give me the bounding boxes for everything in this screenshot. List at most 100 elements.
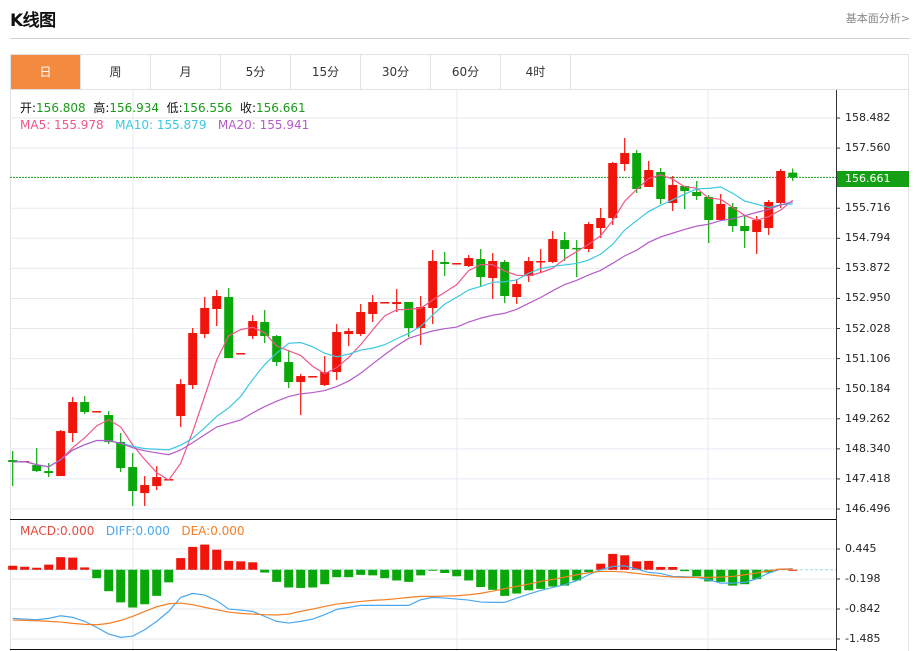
tab-60min[interactable]: 60分 — [431, 55, 501, 89]
price-tick-label: 147.418 — [845, 471, 891, 485]
tab-5min[interactable]: 5分 — [221, 55, 291, 89]
candle-body — [344, 331, 354, 335]
candle-body — [692, 192, 702, 196]
tab-month[interactable]: 月 — [151, 55, 221, 89]
ma10-line — [12, 186, 793, 468]
ma10-legend: MA10: 155.879 — [115, 118, 207, 132]
macd-bar — [512, 569, 522, 594]
candle-body — [44, 471, 54, 474]
candle-body — [260, 322, 270, 337]
candle-body — [140, 485, 150, 494]
price-tick-label: 157.560 — [845, 141, 891, 155]
ma5-legend: MA5: 155.978 — [20, 118, 104, 132]
price-tick-label: 148.340 — [845, 441, 891, 455]
macd-tick-label: 0.445 — [845, 542, 877, 555]
macd-bar — [140, 569, 150, 605]
candle-body — [776, 171, 786, 204]
macd-bar — [200, 544, 210, 570]
tab-15min[interactable]: 15分 — [291, 55, 361, 89]
macd-bar — [692, 569, 702, 577]
macd-bar — [92, 569, 102, 579]
macd-bar — [416, 569, 426, 576]
price-tick-label: 154.794 — [845, 231, 891, 245]
tab-30min[interactable]: 30分 — [361, 55, 431, 89]
candle-body — [308, 376, 318, 378]
price-tick-label: 152.950 — [845, 291, 891, 305]
fundamental-analysis-link[interactable]: 基本面分析> — [845, 12, 910, 25]
candle-body — [416, 307, 426, 329]
macd-bar — [20, 566, 30, 570]
macd-bar — [188, 546, 198, 570]
candle-body — [524, 261, 534, 277]
macd-bar — [476, 569, 486, 588]
header-divider — [10, 38, 910, 39]
macd-bar — [608, 553, 618, 570]
macd-bar — [260, 569, 270, 573]
price-tick-label: 155.716 — [845, 201, 891, 215]
dea-legend-value: DEA:0.000 — [181, 524, 245, 538]
candle-body — [452, 263, 462, 265]
macd-bar — [68, 557, 78, 570]
ma20-line — [12, 201, 793, 468]
candle-body — [632, 153, 642, 190]
candle-body — [68, 402, 78, 434]
candle-body — [656, 172, 666, 199]
macd-bar — [548, 569, 558, 587]
tab-day[interactable]: 日 — [11, 55, 81, 89]
macd-bar — [656, 566, 666, 570]
macd-bar — [428, 569, 438, 571]
macd-bar — [716, 569, 726, 582]
high-label: 高: — [93, 101, 110, 115]
candle-body — [236, 353, 246, 355]
macd-bar — [8, 565, 18, 570]
candle-body — [560, 240, 570, 250]
macd-bar — [32, 567, 42, 570]
low-label: 低: — [166, 101, 183, 115]
close-label: 收: — [239, 101, 256, 115]
macd-bar — [788, 569, 798, 571]
candle-body — [488, 261, 498, 279]
candle-body — [368, 302, 378, 315]
candle-body — [128, 467, 138, 492]
candle-body — [320, 372, 330, 386]
candle-body — [176, 384, 186, 417]
candle-body — [596, 218, 606, 229]
macd-bar — [752, 569, 762, 580]
candle-body — [56, 431, 66, 477]
macd-bar — [236, 561, 246, 570]
ohlc-legend: 开:156.808 高:156.934 低:156.556 收:156.661 — [20, 99, 306, 116]
candle-body — [116, 442, 126, 469]
candle-body — [284, 362, 294, 383]
macd-bar — [680, 569, 690, 572]
macd-bar — [248, 562, 258, 570]
candle-body — [788, 172, 798, 178]
period-tabs: 日 周 月 5分 15分 30分 60分 4时 — [10, 54, 909, 89]
price-tick-label: 146.496 — [845, 502, 891, 515]
high-value: 156.934 — [109, 101, 159, 115]
candle-body — [356, 312, 366, 335]
candle-body — [680, 186, 690, 192]
candle-body — [392, 302, 402, 305]
macd-bar — [704, 569, 714, 582]
macd-bar — [368, 569, 378, 576]
candle-body — [512, 284, 522, 298]
tab-4hour[interactable]: 4时 — [501, 55, 571, 89]
candle-body — [500, 262, 510, 297]
candle-body — [752, 220, 762, 233]
macd-bar — [212, 549, 222, 570]
close-value: 156.661 — [255, 101, 306, 115]
price-tick-label: 151.106 — [845, 351, 891, 365]
low-value: 156.556 — [182, 101, 233, 115]
tab-week[interactable]: 周 — [81, 55, 151, 89]
macd-bar — [392, 569, 402, 581]
candle-body — [668, 185, 678, 204]
macd-bar — [728, 569, 738, 586]
macd-bar — [404, 569, 414, 582]
candle-body — [548, 239, 558, 263]
macd-bar — [524, 569, 534, 591]
macd-bar — [632, 561, 642, 570]
macd-bar — [44, 564, 54, 570]
macd-bar — [596, 563, 606, 570]
candle-body — [8, 460, 18, 463]
